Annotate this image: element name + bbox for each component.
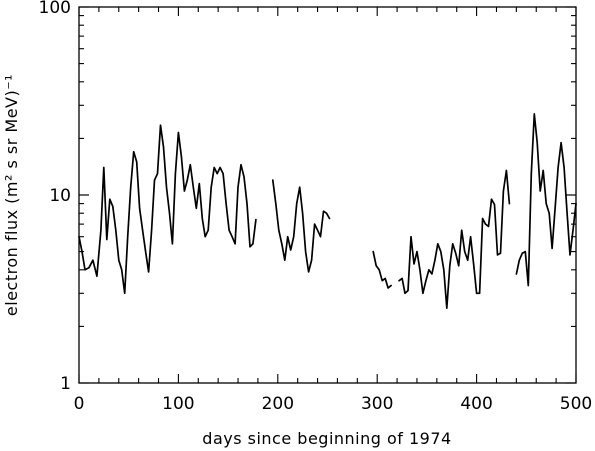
- plot-area: [78, 6, 577, 384]
- ticks: [78, 6, 577, 384]
- series-line-segment: [271, 179, 331, 273]
- y-tick-label: 1: [60, 374, 71, 394]
- series-line-segment: [78, 124, 257, 295]
- x-tick-label: 400: [460, 394, 492, 414]
- series-line-segment: [372, 250, 392, 289]
- x-tick-label: 500: [560, 394, 592, 414]
- x-tick-label: 300: [361, 394, 393, 414]
- y-tick-label: 100: [39, 0, 71, 18]
- x-tick-label: 200: [262, 394, 294, 414]
- series: [78, 113, 577, 310]
- series-line-segment: [398, 169, 511, 310]
- y-axis-label: electron flux (m² s sr MeV)⁻¹: [2, 74, 21, 316]
- x-tick-label: 100: [162, 394, 194, 414]
- tick-labels: 0 100 200 300 400 500 1 10 100: [39, 0, 593, 414]
- x-axis-label: days since beginning of 1974: [202, 429, 451, 448]
- x-tick-label: 0: [74, 394, 85, 414]
- y-tick-label: 10: [49, 186, 71, 206]
- series-line-segment: [515, 113, 577, 287]
